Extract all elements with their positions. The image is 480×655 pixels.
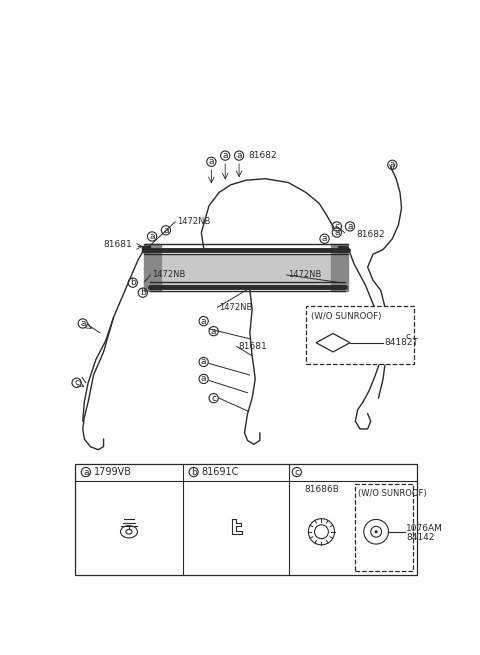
Text: a: a (80, 319, 85, 328)
Text: a: a (390, 160, 395, 170)
Circle shape (374, 530, 378, 533)
Text: b: b (191, 468, 196, 477)
Polygon shape (150, 254, 345, 288)
Text: c: c (405, 332, 410, 341)
Bar (355, 485, 413, 571)
Text: 81686B: 81686B (304, 485, 339, 495)
Text: 1472NB: 1472NB (219, 303, 252, 312)
Text: a: a (201, 358, 206, 366)
Text: a: a (163, 226, 168, 234)
Text: a: a (209, 157, 214, 166)
Bar (75, 464, 417, 575)
Text: 81682: 81682 (248, 151, 277, 160)
Text: a: a (236, 151, 242, 160)
Text: a: a (347, 222, 353, 231)
Text: a: a (322, 234, 327, 243)
Text: (W/O SUNROOF): (W/O SUNROOF) (311, 312, 381, 321)
Polygon shape (142, 246, 150, 252)
Text: b: b (130, 278, 136, 287)
Text: c: c (74, 378, 79, 387)
Text: a: a (201, 375, 206, 383)
Polygon shape (144, 244, 161, 291)
Bar (306, 306, 414, 364)
Polygon shape (316, 333, 350, 352)
Text: a: a (222, 151, 228, 160)
Text: c: c (294, 468, 300, 477)
Text: 81682: 81682 (356, 230, 385, 238)
Text: c: c (335, 222, 339, 231)
Text: 1799VB: 1799VB (94, 467, 132, 477)
Text: b: b (140, 288, 146, 297)
Text: 1472NB: 1472NB (152, 271, 185, 280)
Text: 1076AM: 1076AM (406, 524, 443, 533)
Text: c: c (211, 394, 216, 403)
Text: 1472NB: 1472NB (288, 271, 322, 280)
Polygon shape (331, 244, 348, 291)
Text: 81681: 81681 (238, 342, 267, 351)
Text: a: a (334, 228, 340, 237)
Text: 84142: 84142 (406, 533, 434, 542)
Text: 1472NB: 1472NB (177, 217, 210, 227)
Text: 84182T: 84182T (384, 338, 419, 347)
Text: a: a (83, 468, 89, 477)
Text: a: a (149, 232, 155, 241)
Polygon shape (338, 246, 346, 252)
Text: a: a (211, 327, 216, 335)
Text: a: a (201, 316, 206, 326)
Text: 81691C: 81691C (201, 467, 239, 477)
Text: 81681: 81681 (104, 240, 132, 249)
Text: (W/O SUNROOF): (W/O SUNROOF) (359, 489, 427, 498)
